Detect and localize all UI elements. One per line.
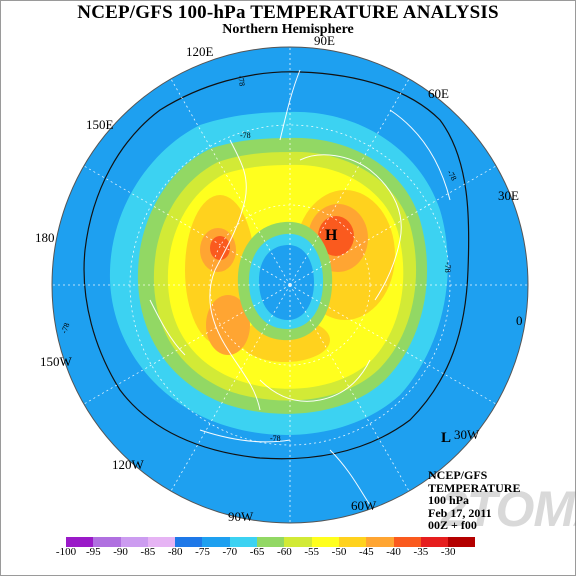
color-scale-tick-label: -80: [167, 546, 183, 558]
contour-label: -78: [240, 131, 251, 140]
contour-label: -78: [236, 75, 247, 87]
high-pressure-label: H: [325, 227, 338, 244]
hemisphere-outline: [51, 46, 529, 524]
watermark-logo: 2TOMA: [440, 481, 576, 537]
contour-label: -78: [270, 434, 281, 443]
contour-minus-78: [83, 71, 470, 460]
coastlines: [149, 69, 451, 506]
color-swatch: [66, 537, 94, 547]
color-swatch: [338, 537, 367, 547]
polar-core-blue: [258, 244, 314, 320]
info-block: NCEP/GFS TEMPERATURE 100 hPa Feb 17, 201…: [428, 469, 520, 532]
lon-label-30w: 30W: [454, 427, 480, 442]
color-scale-bar: [66, 537, 476, 547]
color-scale-tick-label: -65: [249, 546, 265, 558]
color-swatch: [284, 537, 312, 547]
color-swatch: [175, 537, 203, 547]
color-swatch: [393, 537, 421, 547]
color-swatch: [257, 537, 285, 547]
contour-label: -78: [443, 262, 452, 273]
color-scale-ticks: -100 -95 -90 -85 -80 -75 -70 -65 -60 -55 -50 -45 -40…: [0, 546, 576, 560]
lon-label-120e: 120E: [186, 44, 214, 59]
lon-label-60e: 60E: [428, 86, 449, 101]
color-scale-tick-label: -55: [304, 546, 320, 558]
color-scale-tick-label: -35: [413, 546, 429, 558]
lon-label-90e: 90E: [314, 33, 335, 48]
color-scale-tick-label: -75: [195, 546, 210, 558]
color-scale-tick-label: -70: [222, 546, 238, 558]
color-scale-tick-label: -85: [140, 546, 156, 558]
color-scale-tick-label: -100: [55, 546, 77, 558]
graticule: [52, 47, 528, 523]
color-swatch: [120, 537, 148, 547]
color-swatch: [311, 537, 339, 547]
color-scale-tick-label: -30: [440, 546, 456, 558]
color-swatch: [93, 537, 121, 547]
lon-label-150w: 150W: [40, 354, 72, 369]
lon-label-180: 180: [35, 230, 55, 245]
color-scale-tick-label: -45: [358, 546, 374, 558]
chart-title: NCEP/GFS 100-hPa TEMPERATURE ANALYSIS: [77, 2, 499, 23]
color-scale-tick-label: -90: [113, 546, 128, 558]
color-swatch: [366, 537, 394, 547]
info-variable: TEMPERATURE: [428, 480, 521, 495]
low-pressure-label: L: [441, 430, 451, 446]
lon-label-30e: 30E: [498, 188, 519, 203]
lon-label-0: 0: [516, 313, 523, 328]
lon-label-90w: 90W: [228, 509, 254, 524]
lon-label-60w: 60W: [351, 498, 377, 513]
warm-core-southwest: [206, 295, 250, 355]
info-date: Feb 17, 2011: [428, 505, 492, 520]
info-forecast-hour: 00Z + f00: [428, 518, 477, 532]
info-model: NCEP/GFS: [428, 468, 488, 482]
color-scale-tick-label: -95: [85, 546, 101, 558]
color-swatch: [420, 537, 449, 547]
lon-label-150e: 150E: [86, 117, 114, 132]
color-scale-tick-label: -50: [331, 546, 347, 558]
chart-subtitle: Northern Hemisphere: [222, 22, 354, 37]
color-swatch: [448, 537, 476, 547]
info-level: 100 hPa: [428, 493, 470, 507]
color-swatch: [202, 537, 230, 547]
color-scale-tick-label: -60: [277, 546, 292, 558]
hot-spot-east: [318, 216, 354, 256]
color-swatch: [229, 537, 258, 547]
contour-label: -78: [59, 322, 71, 335]
lon-label-120w: 120W: [112, 457, 144, 472]
color-swatch: [147, 537, 176, 547]
color-scale-tick-label: -40: [386, 546, 401, 558]
